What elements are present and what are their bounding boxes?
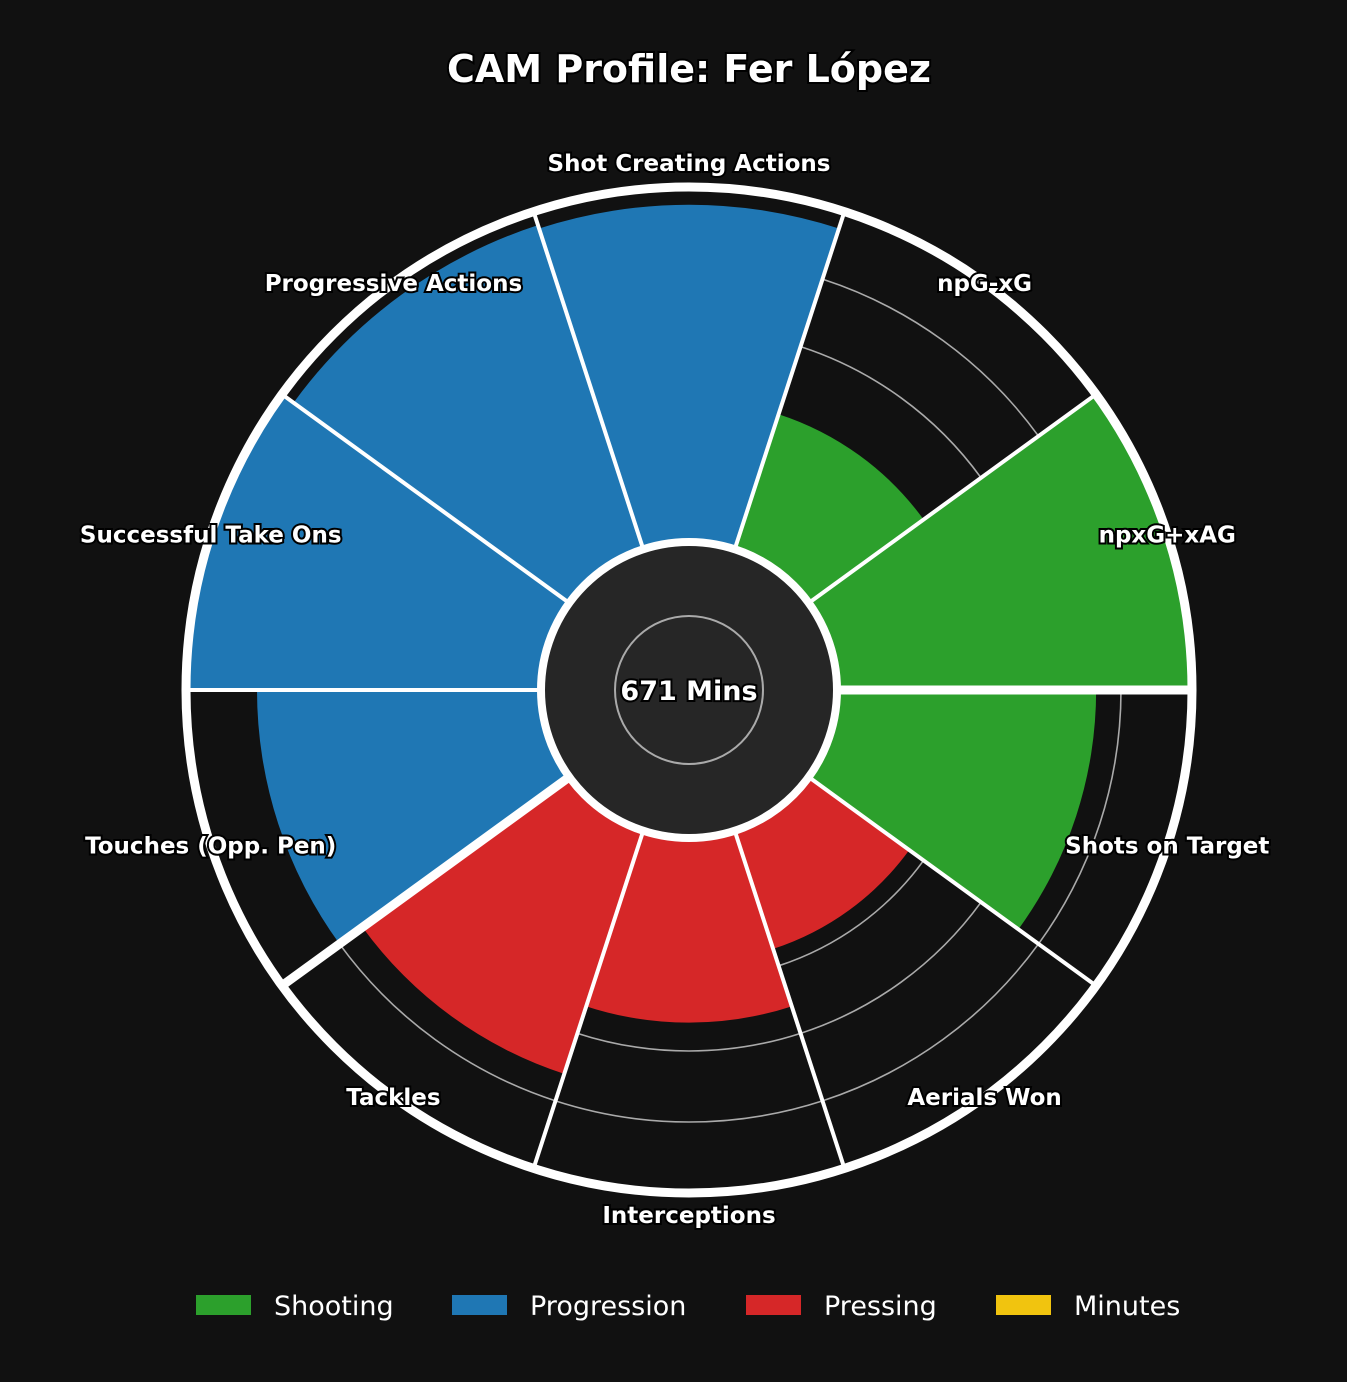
gridline-tackles-80 (338, 943, 556, 1102)
legend-swatch-shooting (196, 1295, 251, 1315)
label-touches-opp-pen: Touches (Opp. Pen) (85, 833, 336, 859)
bar-tackles (362, 776, 644, 1074)
gridline-interceptions-80 (555, 1100, 823, 1123)
bars-layer (186, 204, 1192, 1074)
divider-progressive-actions (531, 211, 646, 550)
label-shot-creating-actions: Shot Creating Actions (548, 151, 831, 177)
center-layer: 671 Mins (537, 538, 841, 842)
gridline-npg-xg-60 (800, 345, 982, 479)
legend-swatch-minutes (996, 1295, 1051, 1315)
label-interceptions: Interceptions (602, 1203, 775, 1229)
divider-npg-xg (807, 392, 1098, 605)
divider-successful-take-ons (280, 392, 571, 605)
divider-layer (186, 211, 1192, 1169)
divider-shot-creating-actions (732, 211, 847, 550)
bar-touches-opp-pen (257, 690, 570, 944)
chart-title: CAM Profile: Fer López (447, 47, 931, 91)
center-ring (614, 615, 764, 765)
bar-npg-xg (734, 414, 924, 604)
bar-progressive-actions (293, 225, 644, 604)
center-disc (537, 538, 841, 842)
label-shots-on-target: Shots on Target (1065, 833, 1269, 859)
legend-swatch-pressing (746, 1295, 801, 1315)
bar-shots-on-target (808, 690, 1097, 930)
bar-successful-take-ons (186, 394, 570, 690)
grid-layer (338, 278, 1122, 1123)
label-successful-take-ons: Successful Take Ons (80, 523, 342, 549)
label-npg-xg: npG-xG (937, 271, 1032, 297)
label-layer: npxG+xAG npG-xG Shot Creating Actions Progr… (78, 149, 1271, 1231)
divider-shots-on-target (807, 775, 1098, 988)
label-npxg-xag: npxG+xAG (1099, 523, 1236, 549)
bar-interceptions (586, 830, 792, 1023)
gridline-interceptions-60 (577, 1032, 801, 1052)
gridline-aerials-won-60 (800, 901, 982, 1035)
bar-shot-creating-actions (539, 204, 839, 550)
legend-swatch-progression (452, 1295, 507, 1315)
center-minutes-label: 671 Mins (620, 676, 757, 707)
gridline-npg-xg-80 (822, 278, 1040, 437)
bar-npxg-xag (808, 394, 1192, 690)
gridline-aerials-won-40 (778, 859, 925, 967)
gridline-aerials-won-80 (822, 943, 1040, 1102)
label-aerials-won: Aerials Won (907, 1085, 1061, 1111)
gridline-shots-on-target-80 (1037, 689, 1122, 945)
label-tackles: Tackles (346, 1085, 440, 1111)
legend-label-shooting: Shooting (274, 1291, 394, 1322)
legend: Shooting Progression Pressing Minutes (196, 1291, 1180, 1322)
divider-interceptions (531, 830, 646, 1169)
legend-label-pressing: Pressing (824, 1291, 937, 1322)
divider-aerials-won (732, 830, 847, 1169)
legend-label-minutes: Minutes (1074, 1291, 1180, 1322)
legend-label-progression: Progression (530, 1291, 686, 1322)
outline-layer (181, 182, 1197, 1198)
divider-tackles (279, 773, 572, 990)
outer-ring (181, 182, 1197, 1198)
label-progressive-actions: Progressive Actions (265, 271, 522, 297)
